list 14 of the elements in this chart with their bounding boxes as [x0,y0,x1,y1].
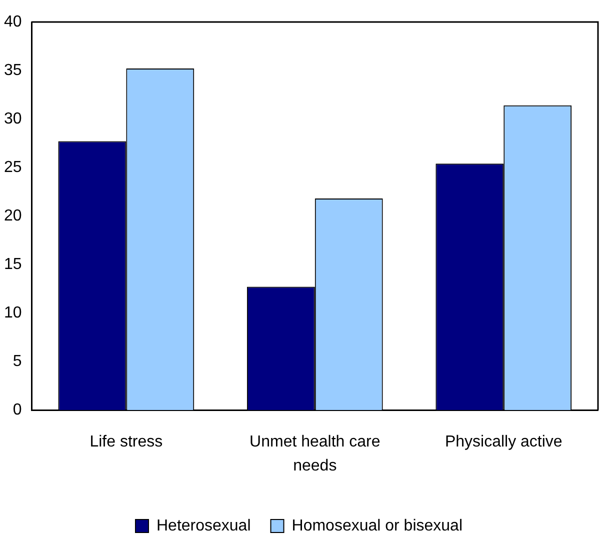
x-tick-label: Physically active [444,433,562,450]
x-tick-label: Life stress [90,433,163,450]
y-tick-label: 5 [12,352,22,370]
y-tick-label: 10 [4,304,22,322]
y-tick-label: 40 [4,13,22,30]
y-tick-label: 30 [4,110,22,128]
y-tick-label: 0 [12,401,22,418]
y-tick-label: 20 [4,207,22,224]
legend-label: Heterosexual [156,517,251,534]
x-tick-label: Unmet health care needs [250,433,380,474]
legend-label: Homosexual or bisexual [292,517,463,534]
y-tick-label: 15 [4,256,22,273]
y-tick-label: 35 [4,62,22,79]
y-tick-label: 25 [4,158,22,176]
